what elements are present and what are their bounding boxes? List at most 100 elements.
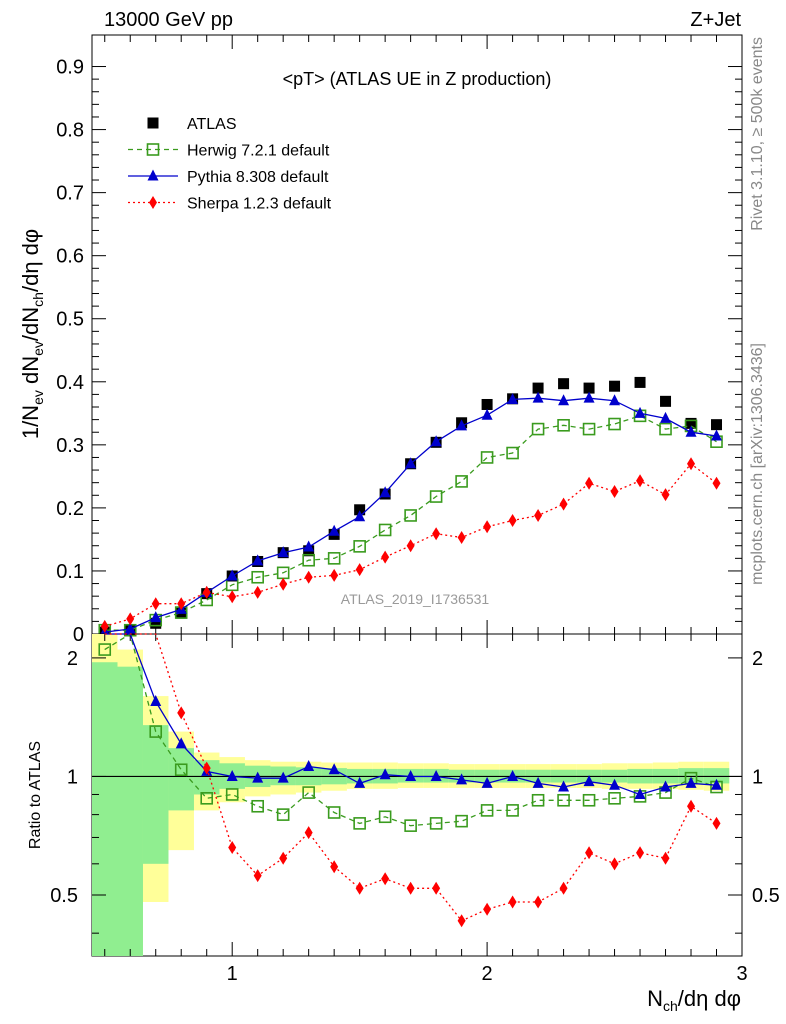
main-sherpa-point xyxy=(687,457,696,471)
ratio-sherpa-point xyxy=(457,914,466,928)
main-pythia-point xyxy=(481,408,493,420)
ratio-pythia-point xyxy=(609,778,621,790)
main-atlas-point xyxy=(558,378,570,390)
band-stat-bin xyxy=(678,768,704,784)
main-sherpa-point xyxy=(100,619,109,633)
main-herwig-point xyxy=(404,509,417,522)
main-sherpa-point xyxy=(304,570,313,584)
y-tick-label: 0.2 xyxy=(56,498,84,520)
main-panel: 0 0.1 0.2 0.3 0.4 0.5 0.6 0.7 0.8 0.9 xyxy=(56,35,742,646)
x-axis-label: Nch/dη dφ xyxy=(647,986,741,1014)
ratio-herwig-point xyxy=(378,810,392,824)
ratio-herwig-point xyxy=(455,814,468,828)
ratio-herwig-point xyxy=(353,817,366,830)
ratio-pythia-point xyxy=(226,769,238,781)
energy-label: 13000 GeV pp xyxy=(104,9,233,31)
main-atlas-point xyxy=(532,382,544,394)
legend-marker-sherpa xyxy=(149,196,157,209)
main-atlas-point xyxy=(711,419,723,431)
main-herwig-point xyxy=(608,417,621,431)
legend: ATLAS Herwig 7.2.1 default Pythia 8.308 de… xyxy=(128,116,332,213)
main-herwig-point xyxy=(480,451,494,464)
ratio-pythia-point xyxy=(634,787,646,799)
main-herwig-point xyxy=(557,418,570,432)
main-sherpa-point xyxy=(483,520,492,534)
ratio-sherpa-point xyxy=(432,881,441,895)
ratio-sherpa-point xyxy=(253,869,262,883)
y-tick-label: 0.5 xyxy=(56,309,84,331)
main-atlas-point xyxy=(583,382,595,394)
ratio-sherpa-point xyxy=(534,895,543,909)
main-herwig-point xyxy=(429,490,443,503)
main-herwig-point xyxy=(302,553,315,567)
main-herwig-point xyxy=(378,523,392,537)
ratio-sherpa-point xyxy=(661,851,670,865)
main-atlas-point xyxy=(685,417,697,429)
legend-label-sherpa: Sherpa 1.2.3 default xyxy=(187,196,332,213)
ratio-herwig-point xyxy=(608,792,621,805)
band-stat-bin xyxy=(117,666,143,956)
main-pythia-point xyxy=(405,457,417,469)
main-atlas-point xyxy=(660,395,672,407)
main-sherpa-point xyxy=(330,568,339,582)
ratio-pythia-point xyxy=(481,776,493,788)
y-tick-label: 0.6 xyxy=(56,246,84,268)
main-pythia-point xyxy=(609,394,621,406)
main-herwig-point xyxy=(659,422,672,436)
ratio-y-tick-label-right: 2 xyxy=(752,648,763,670)
ratio-y-tick-label: 0.5 xyxy=(50,885,78,907)
ratio-herwig-point xyxy=(506,804,519,817)
main-herwig-point xyxy=(455,475,468,488)
ratio-pythia-point xyxy=(660,780,672,792)
main-pythia-point xyxy=(558,394,570,406)
ratio-y-tick-label-right: 1 xyxy=(752,766,763,788)
ratio-sherpa-point xyxy=(483,902,492,916)
main-pythia-point xyxy=(634,406,646,418)
main-pythia-point xyxy=(252,554,264,566)
main-sherpa-point xyxy=(228,590,237,604)
ratio-pythia-point xyxy=(150,694,162,706)
ratio-pythia-point xyxy=(354,776,366,788)
ratio-herwig-point xyxy=(98,643,112,656)
main-pythia-point xyxy=(379,486,391,498)
main-atlas-point xyxy=(609,380,621,392)
legend-marker-herwig xyxy=(146,143,160,156)
main-pythia-point xyxy=(685,425,697,437)
ratio-y-axis-label: Ratio to ATLAS xyxy=(27,741,44,849)
mcplots-reference-label: mcplots.cern.ch [arXiv:1306.3436] xyxy=(749,343,766,585)
main-pythia-point xyxy=(303,540,315,552)
x-tick-label: 1 xyxy=(227,963,238,985)
rivet-version-label: Rivet 3.1.10, ≥ 500k events xyxy=(749,37,766,231)
ratio-herwig-point xyxy=(149,725,163,738)
legend-marker-atlas xyxy=(147,117,159,129)
ratio-pythia-point xyxy=(532,776,544,788)
ratio-y-tick-label: 2 xyxy=(67,648,78,670)
legend-label-herwig: Herwig 7.2.1 default xyxy=(187,143,330,160)
main-sherpa-point xyxy=(177,597,186,611)
x-tick-label: 3 xyxy=(736,963,747,985)
ratio-pythia-point xyxy=(277,771,289,783)
ratio-sherpa-point xyxy=(228,841,237,855)
ratio-sherpa-point xyxy=(304,826,313,840)
ratio-sherpa-point xyxy=(712,816,721,830)
y-tick-label: 0.1 xyxy=(56,561,84,583)
main-sherpa-point xyxy=(712,476,721,490)
main-atlas-point xyxy=(354,504,366,516)
y-tick-label: 0 xyxy=(73,624,84,646)
ratio-herwig-point xyxy=(225,788,239,801)
legend-label-pythia: Pythia 8.308 default xyxy=(187,169,329,186)
ratio-panel: 1 2 3 0.5 0.5 1 1 2 2 xyxy=(50,632,780,985)
main-sherpa-point xyxy=(559,497,568,511)
main-sherpa-point xyxy=(508,514,517,528)
main-sherpa-point xyxy=(432,527,441,541)
main-sherpa-point xyxy=(585,476,594,490)
main-herwig-point xyxy=(531,422,545,436)
ratio-herwig-point xyxy=(582,793,596,807)
main-pythia-point xyxy=(354,510,366,522)
legend-marker-pythia xyxy=(147,169,159,181)
process-label: Z+Jet xyxy=(690,9,741,31)
main-pythia-point xyxy=(583,391,595,403)
main-sherpa-point xyxy=(202,585,211,599)
ratio-pythia-point xyxy=(175,737,187,749)
ratio-pythia-point xyxy=(558,780,570,792)
